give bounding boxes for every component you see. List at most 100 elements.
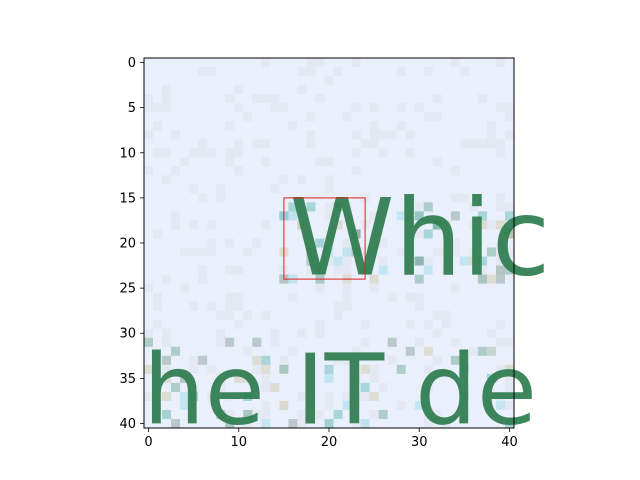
image-pixel [459, 184, 470, 194]
image-pixel [369, 355, 380, 366]
image-pixel-speckle [162, 391, 172, 401]
image-pixel [153, 184, 163, 194]
image-pixel [153, 418, 163, 429]
image-pixel-speckle [333, 256, 343, 266]
image-pixel [477, 175, 488, 185]
image-pixel [396, 103, 407, 113]
image-pixel [171, 139, 181, 149]
image-pixel [468, 382, 479, 393]
image-pixel [495, 283, 506, 294]
image-pixel [306, 373, 316, 384]
image-pixel-speckle [450, 355, 460, 365]
image-pixel [207, 238, 217, 248]
image-pixel-speckle [162, 373, 172, 383]
image-pixel [270, 157, 280, 167]
image-pixel [243, 220, 253, 230]
image-pixel [378, 310, 389, 321]
image-pixel [261, 283, 271, 294]
image-pixel [486, 130, 497, 140]
image-pixel [270, 274, 280, 285]
image-pixel [468, 364, 479, 375]
image-pixel [333, 157, 343, 167]
image-pixel [378, 328, 389, 339]
image-pixel [306, 346, 316, 357]
image-pixel [315, 175, 325, 185]
image-pixel [414, 382, 425, 393]
image-pixel [144, 355, 154, 366]
image-pixel [396, 373, 407, 384]
image-pixel [477, 130, 488, 140]
image-pixel [180, 112, 190, 122]
image-pixel [387, 355, 398, 366]
image-pixel [171, 292, 181, 303]
image-pixel [351, 364, 361, 375]
image-pixel [333, 418, 343, 429]
image-pixel [243, 283, 253, 294]
image-pixel [333, 238, 343, 248]
image-pixel [396, 265, 407, 275]
image-pixel [387, 121, 398, 131]
image-pixel [333, 283, 343, 294]
image-pixel [351, 355, 361, 366]
image-pixel [369, 139, 380, 149]
image-pixel [504, 67, 515, 77]
image-pixel [252, 355, 262, 366]
image-pixel [459, 337, 470, 348]
image-pixel [198, 184, 208, 194]
image-pixel [207, 265, 217, 275]
image-pixel [333, 94, 343, 104]
image-pixel [288, 373, 298, 384]
image-pixel [288, 157, 298, 167]
image-pixel [270, 193, 280, 203]
image-pixel [396, 328, 407, 339]
image-pixel [144, 319, 154, 330]
image-pixel [198, 400, 208, 411]
image-pixel [387, 103, 398, 113]
image-pixel [432, 274, 443, 285]
image-pixel [477, 373, 488, 384]
image-pixel [270, 409, 280, 420]
image-pixel [405, 238, 416, 248]
image-pixel [423, 319, 434, 330]
image-pixel [396, 355, 407, 366]
image-pixel [468, 400, 479, 411]
image-pixel [315, 400, 325, 411]
image-pixel [477, 400, 488, 411]
image-pixel [333, 301, 343, 312]
image-pixel [180, 310, 190, 321]
image-pixel [423, 337, 434, 348]
image-pixel [441, 139, 452, 149]
image-pixel [234, 166, 244, 176]
image-pixel [351, 283, 361, 294]
image-pixel [423, 256, 434, 266]
image-pixel [234, 409, 244, 420]
image-pixel [171, 382, 181, 393]
image-pixel [504, 229, 515, 239]
image-pixel [153, 256, 163, 266]
image-pixel [270, 85, 280, 95]
image-pixel [441, 67, 452, 77]
image-pixel [288, 409, 298, 420]
image-pixel [468, 220, 479, 230]
image-pixel [270, 103, 280, 113]
image-pixel [414, 355, 425, 366]
image-pixel [378, 283, 389, 294]
image-pixel [477, 391, 488, 402]
image-pixel [234, 121, 244, 131]
image-pixel [225, 337, 235, 348]
image-pixel [297, 130, 307, 140]
image-pixel-speckle [225, 418, 235, 428]
image-pixel [162, 382, 172, 393]
image-pixel [162, 310, 172, 321]
image-pixel [405, 202, 416, 212]
image-pixel [297, 202, 307, 212]
image-pixel-speckle [468, 256, 478, 266]
image-pixel [306, 211, 316, 221]
image-pixel [252, 76, 262, 86]
image-pixel [216, 130, 226, 140]
image-pixel [414, 184, 425, 194]
image-pixel [405, 121, 416, 131]
image-pixel [414, 274, 425, 285]
image-pixel [216, 283, 226, 294]
image-pixel [144, 382, 154, 393]
